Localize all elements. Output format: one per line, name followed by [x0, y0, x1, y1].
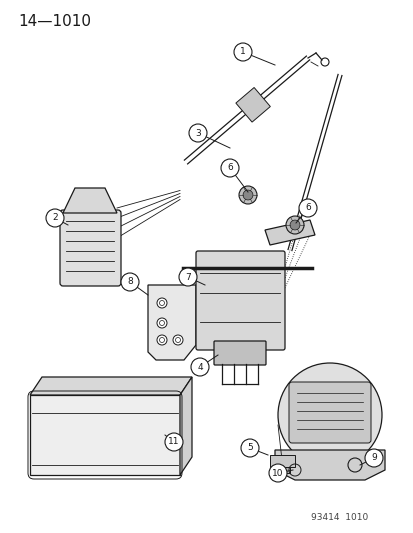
Polygon shape [30, 395, 180, 475]
Circle shape [190, 358, 209, 376]
Circle shape [240, 439, 259, 457]
Circle shape [46, 209, 64, 227]
Circle shape [157, 318, 166, 328]
Text: 1: 1 [240, 47, 245, 56]
Text: 5: 5 [247, 443, 252, 453]
Circle shape [268, 464, 286, 482]
Circle shape [242, 190, 252, 200]
Circle shape [165, 433, 183, 451]
Text: 10: 10 [272, 469, 283, 478]
Circle shape [238, 186, 256, 204]
Circle shape [178, 268, 197, 286]
Circle shape [233, 43, 252, 61]
Text: 11: 11 [168, 438, 179, 447]
FancyBboxPatch shape [195, 251, 284, 350]
Polygon shape [235, 87, 270, 122]
Circle shape [121, 273, 139, 291]
Text: 3: 3 [195, 128, 200, 138]
FancyBboxPatch shape [60, 210, 121, 286]
Polygon shape [269, 455, 294, 467]
Circle shape [221, 159, 238, 177]
Text: 7: 7 [185, 272, 190, 281]
Circle shape [290, 220, 299, 230]
Polygon shape [63, 188, 117, 213]
Polygon shape [180, 377, 192, 475]
Circle shape [285, 216, 303, 234]
Text: 9: 9 [370, 454, 376, 463]
Circle shape [157, 335, 166, 345]
Text: 93414  1010: 93414 1010 [311, 513, 368, 522]
Circle shape [277, 363, 381, 467]
Text: 6: 6 [227, 164, 232, 173]
Polygon shape [274, 450, 384, 480]
Text: 6: 6 [304, 204, 310, 213]
Polygon shape [147, 285, 195, 360]
Text: 4: 4 [197, 362, 202, 372]
Circle shape [298, 199, 316, 217]
Text: 8: 8 [127, 278, 133, 287]
FancyBboxPatch shape [214, 341, 266, 365]
Circle shape [364, 449, 382, 467]
Circle shape [173, 335, 183, 345]
Text: 14—1010: 14—1010 [18, 14, 91, 29]
Circle shape [189, 124, 206, 142]
Text: 2: 2 [52, 214, 58, 222]
FancyBboxPatch shape [288, 382, 370, 443]
Polygon shape [274, 467, 289, 473]
Polygon shape [30, 377, 192, 395]
Polygon shape [264, 220, 314, 245]
Circle shape [157, 298, 166, 308]
